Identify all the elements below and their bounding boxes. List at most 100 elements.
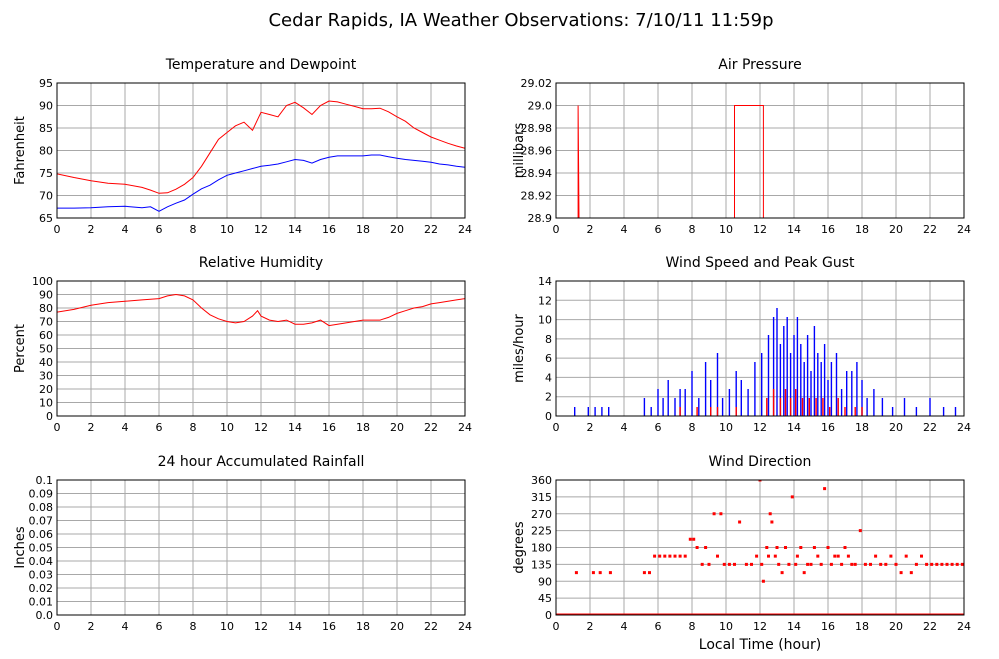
series-winddir-0-point (663, 554, 667, 558)
y-tick-label: 0.1 (36, 474, 54, 487)
series-winddir-0-point (673, 554, 677, 558)
series-winddir-0-point (960, 562, 964, 566)
series-winddir-0-point (853, 562, 857, 566)
x-tick-label: 22 (424, 421, 438, 434)
series-rh-0-line (57, 293, 465, 327)
series-winddir-0-point (945, 562, 949, 566)
series-winddir-0-point (768, 512, 772, 516)
y-tick-label: 0.09 (29, 488, 54, 501)
series-winddir-0-point (642, 571, 646, 575)
series-winddir-0-point (780, 571, 784, 575)
y-tick-label: 60 (39, 329, 53, 342)
y-tick-label: 20 (39, 383, 53, 396)
series-winddir-0-point (716, 554, 719, 558)
x-tick-label: 16 (821, 620, 835, 633)
y-axis-label: degrees (512, 521, 527, 574)
series-winddir-0-point (925, 562, 929, 566)
series-winddir-0-point (712, 512, 716, 516)
x-tick-label: 10 (719, 421, 733, 434)
series-winddir-0-point (784, 546, 787, 549)
series-winddir-0-point (920, 554, 923, 558)
x-tick-label: 20 (889, 620, 903, 633)
y-axis-label: millibars (512, 123, 527, 179)
series-winddir-0-point (777, 562, 781, 566)
y-tick-label: 4 (545, 371, 552, 384)
x-tick-label: 12 (254, 620, 268, 633)
series-winddir-0-point (823, 487, 827, 491)
x-tick-label: 8 (190, 620, 197, 633)
series-winddir-0-point (914, 562, 918, 566)
series-winddir-0-point (608, 571, 612, 575)
x-tick-label: 10 (220, 421, 234, 434)
plot-area (574, 308, 957, 416)
x-tick-label: 12 (254, 421, 268, 434)
x-tick-label: 8 (190, 421, 197, 434)
y-tick-label: 10 (538, 314, 552, 327)
series-winddir-0-point (879, 562, 883, 566)
y-tick-label: 0.05 (29, 542, 54, 555)
shared-x-axis-label: Local Time (hour) (699, 637, 821, 653)
plot-frame (555, 82, 965, 219)
series-winddir-0-point (950, 562, 954, 566)
y-tick-label: 90 (39, 100, 53, 113)
x-tick-label: 12 (753, 223, 767, 236)
x-tick-label: 14 (787, 223, 801, 236)
series-temp-1-line (57, 154, 465, 212)
x-tick-label: 0 (54, 620, 61, 633)
series-winddir-0-point (598, 571, 602, 575)
x-tick-label: 4 (621, 223, 628, 236)
series-winddir-0-point (884, 562, 888, 566)
series-winddir-0-point (678, 554, 682, 558)
y-tick-label: 12 (538, 294, 552, 307)
x-tick-label: 20 (390, 223, 404, 236)
y-tick-label: 8 (545, 333, 552, 346)
series-winddir-0-point (846, 554, 850, 558)
y-tick-label: 40 (39, 356, 53, 369)
y-axis-label: miles/hour (512, 313, 527, 382)
x-tick-label: 2 (88, 620, 95, 633)
series-winddir-0-point (899, 571, 903, 575)
x-tick-label: 14 (288, 421, 302, 434)
x-tick-label: 18 (356, 223, 370, 236)
series-winddir-0-point (904, 554, 908, 558)
x-tick-label: 18 (356, 421, 370, 434)
series-winddir-0-point (806, 562, 810, 566)
y-tick-label: 315 (531, 491, 552, 504)
series-winddir-0-point (765, 546, 769, 549)
x-tick-label: 14 (787, 421, 801, 434)
y-tick-label: 80 (39, 302, 53, 315)
series-winddir-0-point (707, 562, 711, 566)
y-tick-label: 45 (538, 592, 552, 605)
series-winddir-0-point (648, 571, 651, 575)
x-tick-label: 12 (254, 223, 268, 236)
x-tick-label: 22 (923, 223, 937, 236)
y-tick-label: 65 (39, 212, 53, 225)
x-tick-label: 14 (288, 620, 302, 633)
series-winddir-0-point (843, 546, 847, 549)
series-winddir-0-point (894, 562, 898, 566)
x-tick-label: 24 (957, 620, 971, 633)
x-tick-label: 24 (458, 421, 472, 434)
series-winddir-0-point (799, 546, 803, 549)
plot-area (57, 100, 465, 212)
x-tick-label: 24 (458, 223, 472, 236)
series-winddir-0-point (719, 512, 723, 516)
y-tick-label: 0.07 (29, 515, 54, 528)
y-tick-label: 225 (531, 525, 552, 538)
chart-title: 24 hour Accumulated Rainfall (158, 454, 365, 470)
x-tick-label: 18 (855, 421, 869, 434)
y-tick-label: 0.08 (29, 501, 54, 514)
series-winddir-0-point (826, 546, 830, 549)
series-winddir-0-point (940, 562, 944, 566)
x-tick-label: 10 (220, 620, 234, 633)
x-tick-label: 2 (587, 620, 594, 633)
series-winddir-0-point (700, 562, 704, 566)
y-axis-label: Inches (13, 526, 28, 568)
x-tick-label: 2 (587, 421, 594, 434)
x-tick-label: 6 (655, 421, 662, 434)
chart-title: Relative Humidity (199, 255, 323, 271)
chart-title: Wind Speed and Peak Gust (666, 255, 855, 271)
y-tick-label: 180 (531, 542, 552, 555)
